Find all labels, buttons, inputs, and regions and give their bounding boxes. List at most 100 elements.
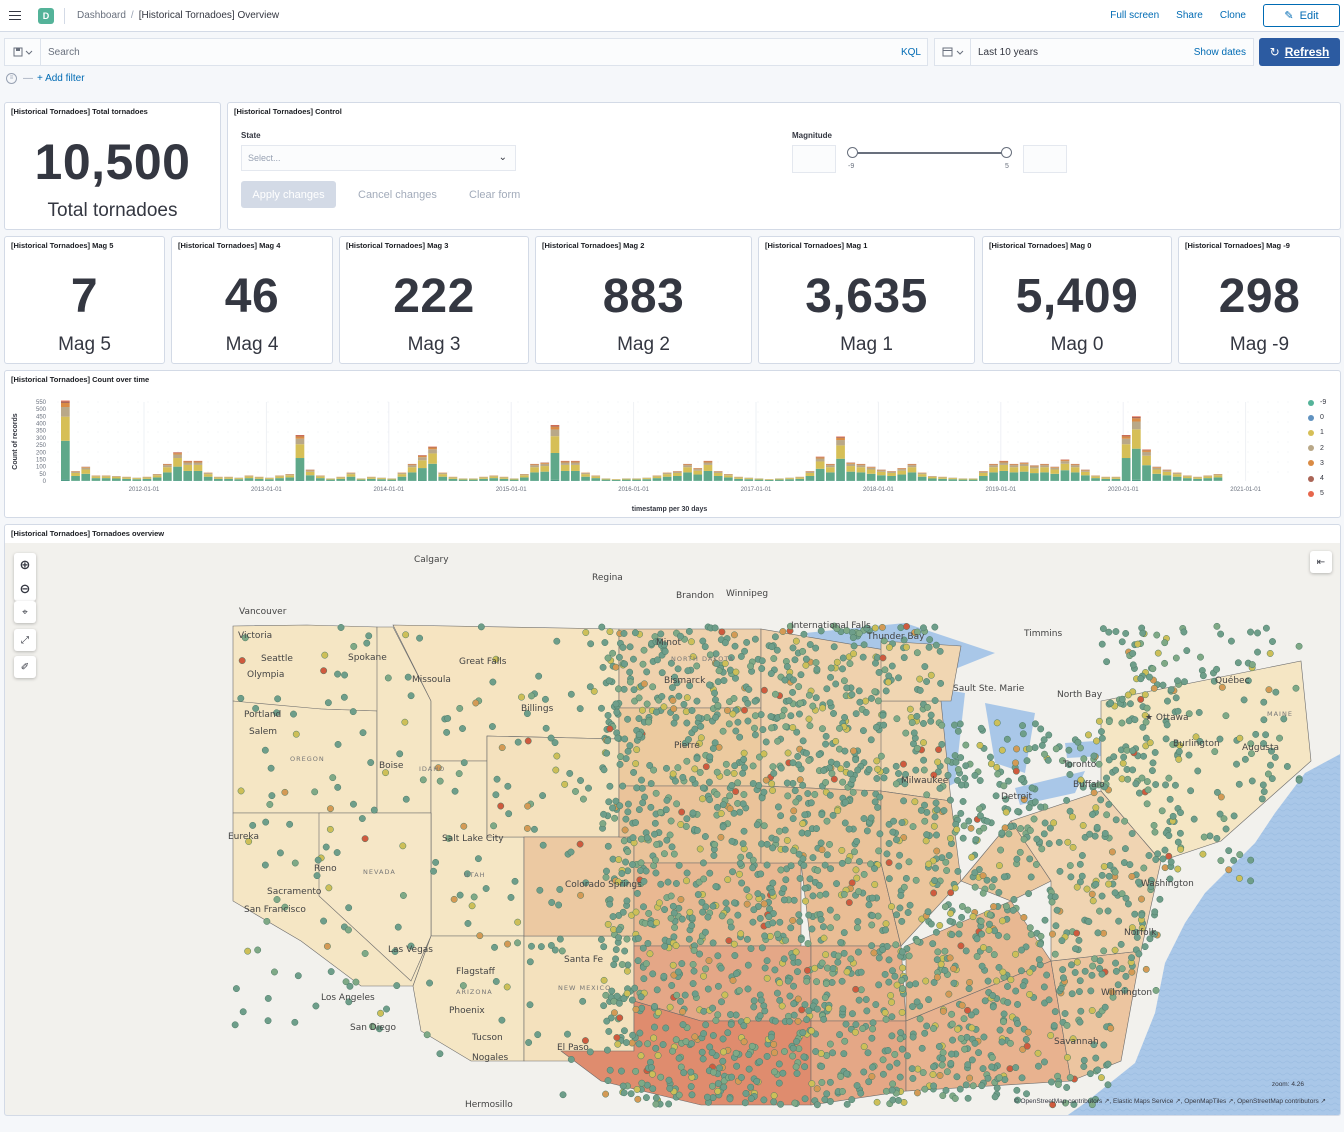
tornado-point[interactable] (647, 920, 655, 928)
tornado-point[interactable] (261, 746, 269, 754)
tornado-point[interactable] (839, 665, 846, 673)
tornado-point[interactable] (791, 787, 799, 795)
legend-item[interactable]: 0 (1308, 414, 1324, 421)
tornado-point[interactable] (815, 751, 823, 759)
tornado-point[interactable] (1196, 737, 1204, 745)
bar-segment[interactable] (1030, 473, 1039, 481)
tornado-point[interactable] (1051, 1008, 1059, 1016)
tornado-point[interactable] (623, 897, 631, 905)
tornado-point[interactable] (879, 1056, 887, 1064)
bar-segment[interactable] (713, 471, 723, 473)
tornado-point[interactable] (474, 855, 482, 863)
tornado-point[interactable] (753, 821, 761, 829)
tornado-point[interactable] (702, 965, 709, 973)
tornado-point[interactable] (991, 1093, 999, 1101)
tornado-point[interactable] (868, 1034, 876, 1042)
tornado-point[interactable] (663, 836, 671, 844)
tornado-point[interactable] (564, 1030, 571, 1038)
tornado-point[interactable] (566, 769, 574, 777)
tornado-point[interactable] (1143, 704, 1151, 712)
bar-segment[interactable] (1070, 467, 1080, 473)
bar-segment[interactable] (917, 476, 927, 481)
tornado-point[interactable] (463, 870, 471, 878)
tornado-point[interactable] (968, 853, 976, 861)
tornado-point[interactable] (747, 945, 755, 953)
tornado-point[interactable] (419, 776, 427, 784)
tornado-point[interactable] (1222, 825, 1230, 833)
tornado-point[interactable] (808, 1027, 815, 1035)
tornado-point[interactable] (914, 628, 921, 636)
tornado-point[interactable] (556, 885, 564, 893)
tornado-point[interactable] (906, 705, 914, 713)
tornado-point[interactable] (950, 965, 958, 973)
tornado-point[interactable] (936, 1072, 944, 1079)
bar-segment[interactable] (1152, 473, 1162, 481)
tornado-point[interactable] (1071, 969, 1079, 976)
tornado-point[interactable] (1025, 804, 1033, 812)
tornado-point[interactable] (737, 930, 745, 938)
tornado-point[interactable] (668, 684, 676, 691)
bar-segment[interactable] (489, 476, 499, 479)
tornado-point[interactable] (860, 1068, 868, 1076)
tornado-point[interactable] (976, 805, 983, 813)
bar-segment[interactable] (826, 465, 835, 468)
tornado-point[interactable] (620, 837, 628, 845)
tornado-point[interactable] (334, 783, 342, 791)
bar-segment[interactable] (1030, 465, 1039, 467)
tornado-point[interactable] (673, 800, 681, 808)
bar-segment[interactable] (652, 478, 662, 481)
tornado-point[interactable] (1105, 880, 1113, 888)
bar-segment[interactable] (1132, 448, 1141, 480)
tornado-point[interactable] (1120, 753, 1128, 761)
tornado-point[interactable] (792, 798, 800, 806)
tornado-point[interactable] (651, 830, 658, 838)
tornado-point[interactable] (651, 1023, 658, 1031)
tornado-point[interactable] (1118, 890, 1126, 898)
tornado-point[interactable] (492, 655, 500, 663)
bar-segment[interactable] (571, 462, 580, 465)
tornado-point[interactable] (904, 909, 912, 916)
tornado-point[interactable] (1002, 795, 1010, 803)
tornado-point[interactable] (645, 718, 653, 726)
tornado-point[interactable] (818, 1079, 826, 1086)
tornado-point[interactable] (879, 946, 887, 954)
tornado-point[interactable] (1078, 872, 1086, 880)
tornado-point[interactable] (645, 909, 653, 917)
bar-segment[interactable] (295, 438, 305, 445)
tornado-point[interactable] (759, 726, 767, 734)
tornado-point[interactable] (1135, 789, 1143, 797)
tornado-point[interactable] (1227, 637, 1235, 645)
tornado-point[interactable] (600, 976, 608, 984)
tornado-point[interactable] (925, 860, 933, 868)
tornado-point[interactable] (808, 925, 816, 933)
tornado-point[interactable] (721, 991, 729, 999)
tornado-point[interactable] (523, 710, 531, 718)
bar-segment[interactable] (214, 477, 223, 479)
tornado-point[interactable] (721, 659, 729, 667)
tornado-point[interactable] (662, 806, 670, 814)
tornado-point[interactable] (615, 856, 623, 864)
bar-segment[interactable] (958, 478, 968, 480)
bar-segment[interactable] (611, 479, 621, 481)
tornado-point[interactable] (619, 908, 627, 916)
tornado-point[interactable] (883, 850, 891, 858)
tornado-point[interactable] (751, 724, 758, 732)
tornado-point[interactable] (670, 705, 678, 713)
tornado-point[interactable] (606, 628, 614, 636)
bar-segment[interactable] (1152, 467, 1162, 468)
tornado-point[interactable] (897, 1029, 905, 1037)
tornado-point[interactable] (1216, 810, 1224, 818)
tornado-point[interactable] (660, 703, 668, 711)
tornado-point[interactable] (839, 1088, 846, 1095)
tornado-point[interactable] (860, 1043, 868, 1051)
tornado-point[interactable] (585, 784, 592, 792)
tornado-point[interactable] (524, 737, 532, 745)
tornado-point[interactable] (792, 1063, 800, 1071)
tornado-point[interactable] (790, 676, 797, 684)
tornado-point[interactable] (823, 817, 831, 825)
kql-toggle[interactable]: KQL (900, 46, 921, 58)
bar-segment[interactable] (1060, 461, 1070, 464)
tornado-point[interactable] (661, 942, 669, 950)
tornado-point[interactable] (896, 904, 904, 912)
tornado-point[interactable] (895, 862, 903, 870)
